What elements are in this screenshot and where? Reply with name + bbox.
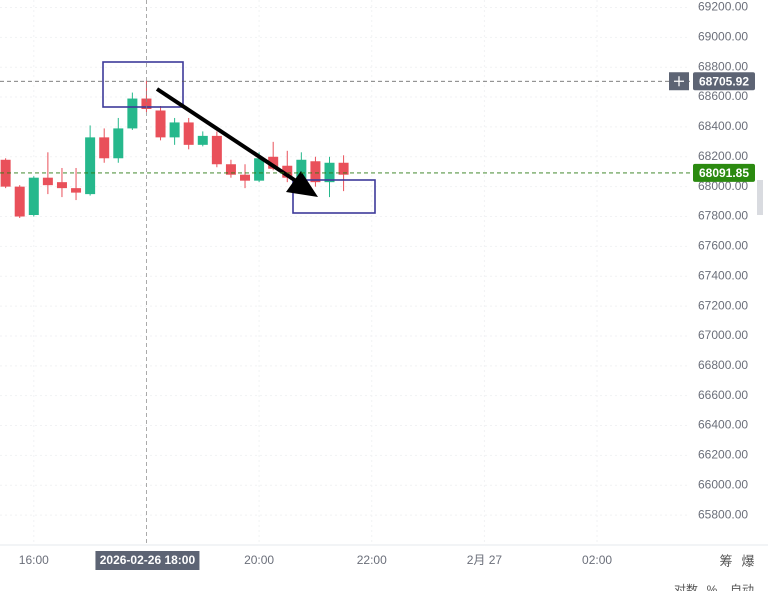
footer-label[interactable]: % <box>707 583 718 591</box>
footer-label[interactable]: 自动 <box>730 583 754 591</box>
crosshair-price-badge <box>693 72 755 91</box>
candle-body <box>14 186 25 217</box>
candle-body <box>127 98 138 129</box>
y-tick-label: 68400.00 <box>698 119 748 133</box>
candle-body <box>338 162 349 175</box>
y-tick-label: 67600.00 <box>698 239 748 253</box>
annotation-box <box>102 61 184 108</box>
crosshair-time-badge <box>95 551 200 570</box>
annotation-box <box>292 179 376 214</box>
y-tick-label: 66000.00 <box>698 477 748 491</box>
candle-body <box>183 122 194 145</box>
last-price-badge <box>693 163 755 182</box>
grid: 65800.00 66000.00 66200.00 66400.00 66600.00… <box>0 0 748 567</box>
y-tick-label: 66800.00 <box>698 358 748 372</box>
side-tab[interactable] <box>757 180 763 215</box>
y-tick-label: 68200.00 <box>698 149 748 163</box>
y-tick-label: 65800.00 <box>698 507 748 521</box>
y-tick-label: 66400.00 <box>698 418 748 432</box>
y-tick-label: 66600.00 <box>698 388 748 402</box>
candle-body <box>169 122 180 138</box>
candle-body <box>197 135 208 145</box>
footer-label[interactable]: 对数 <box>674 582 698 591</box>
crosshair-plus <box>674 76 684 87</box>
x-tick-label: 22:00 <box>357 553 387 567</box>
y-tick-label: 69000.00 <box>698 30 748 44</box>
y-tick-label: 67200.00 <box>698 298 748 312</box>
y-tick-label: 68600.00 <box>698 89 748 103</box>
candle-body <box>71 188 82 193</box>
y-tick-label: 68000.00 <box>698 179 748 193</box>
candle-body <box>0 159 11 187</box>
candle-body <box>240 174 251 181</box>
x-tick-label: 02:00 <box>582 553 612 567</box>
y-tick-label: 67000.00 <box>698 328 748 342</box>
candle-body <box>28 177 39 216</box>
y-tick-label: 68800.00 <box>698 59 748 73</box>
candle-body <box>42 177 53 186</box>
last-price-label: 68091.85 <box>699 166 749 180</box>
crosshair-price-label: 68705.92 <box>699 74 749 88</box>
candle-body <box>113 128 124 159</box>
candle-body <box>56 182 67 189</box>
candles <box>0 80 349 218</box>
candle-body <box>225 164 236 175</box>
y-tick-label: 67800.00 <box>698 209 748 223</box>
candle-body <box>85 137 96 195</box>
candle-body <box>254 158 265 181</box>
y-tick-label: 67400.00 <box>698 268 748 282</box>
arrow-head <box>286 171 318 197</box>
x-tick-label: 16:00 <box>19 553 49 567</box>
candle-body <box>310 161 321 183</box>
candle-body <box>324 162 335 183</box>
candle-body <box>282 165 293 178</box>
crosshair-time-label: 2026-02-26 18:00 <box>100 553 196 567</box>
candle-body <box>141 98 152 109</box>
arrow-shaft <box>155 87 298 183</box>
candle-body <box>296 159 307 183</box>
candle-body <box>99 137 110 159</box>
candle-body <box>155 110 166 138</box>
y-tick-label: 69200.00 <box>698 0 748 14</box>
corner-label[interactable]: 筹 <box>719 553 732 568</box>
candle-body <box>268 156 279 169</box>
y-tick-label: 66200.00 <box>698 448 748 462</box>
corner-label[interactable]: 爆 <box>741 553 754 568</box>
x-tick-label: 20:00 <box>244 553 274 567</box>
x-tick-label: 2月 27 <box>467 553 503 567</box>
candle-body <box>211 135 222 165</box>
